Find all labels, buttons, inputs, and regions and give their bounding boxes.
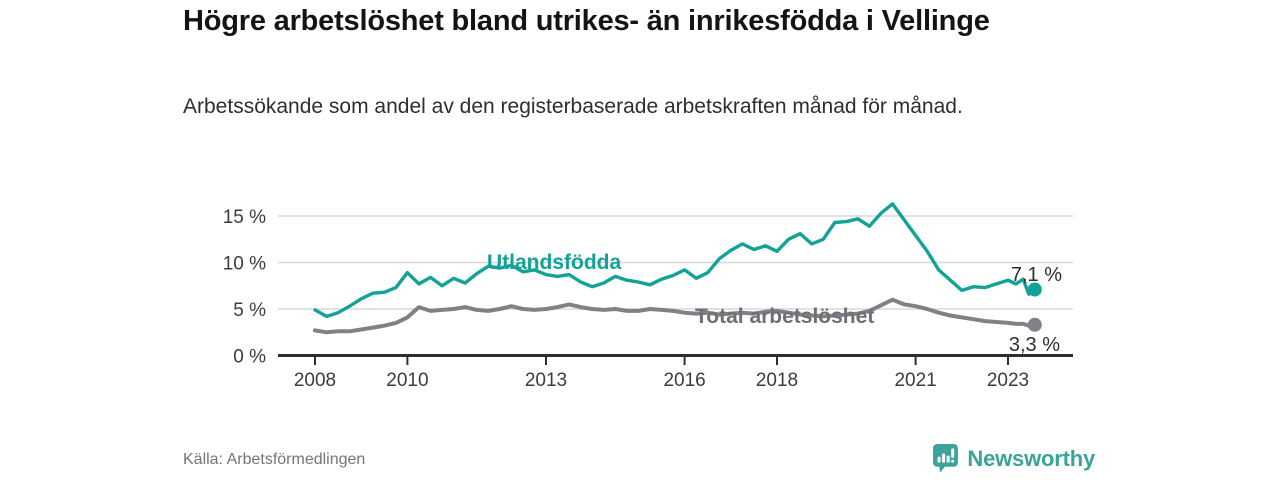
series-line-utlandsfodda: [313, 202, 1037, 319]
newsworthy-logo: Newsworthy: [933, 444, 1095, 473]
y-tick-label: 15 %: [223, 207, 266, 228]
x-tick-label: 2023: [987, 370, 1029, 391]
x-tick-label: 2021: [894, 370, 936, 391]
x-tick-label: 2013: [525, 370, 567, 391]
y-tick-label: 5 %: [233, 300, 266, 321]
series-name-label-utlandsfodda: Utlandsfödda: [487, 251, 621, 274]
brand-name: Newsworthy: [967, 445, 1095, 471]
source-note: Källa: Arbetsförmedlingen: [183, 451, 366, 468]
x-tick-label: 2008: [294, 370, 336, 391]
x-tick-label: 2010: [386, 370, 428, 391]
series-end-value-utlandsfodda: 7,1 %: [1011, 264, 1062, 286]
series-end-dot-utlandsfodda: [1027, 282, 1042, 297]
bar-chart-bubble-icon: [933, 444, 959, 473]
chart-subtitle: Arbetssökande som andel av den registerb…: [183, 95, 963, 118]
series-line-total: [313, 297, 1037, 335]
y-tick-label: 10 %: [223, 254, 266, 275]
series-end-dot-total: [1027, 317, 1042, 332]
y-tick-label: 0 %: [233, 347, 266, 368]
series-name-label-total: Total arbetslöshet: [695, 305, 874, 328]
x-tick-label: 2016: [663, 370, 705, 391]
series-end-value-total: 3,3 %: [1009, 334, 1060, 356]
x-tick-label: 2018: [756, 370, 798, 391]
page-title: Högre arbetslöshet bland utrikes- än inr…: [183, 5, 990, 37]
